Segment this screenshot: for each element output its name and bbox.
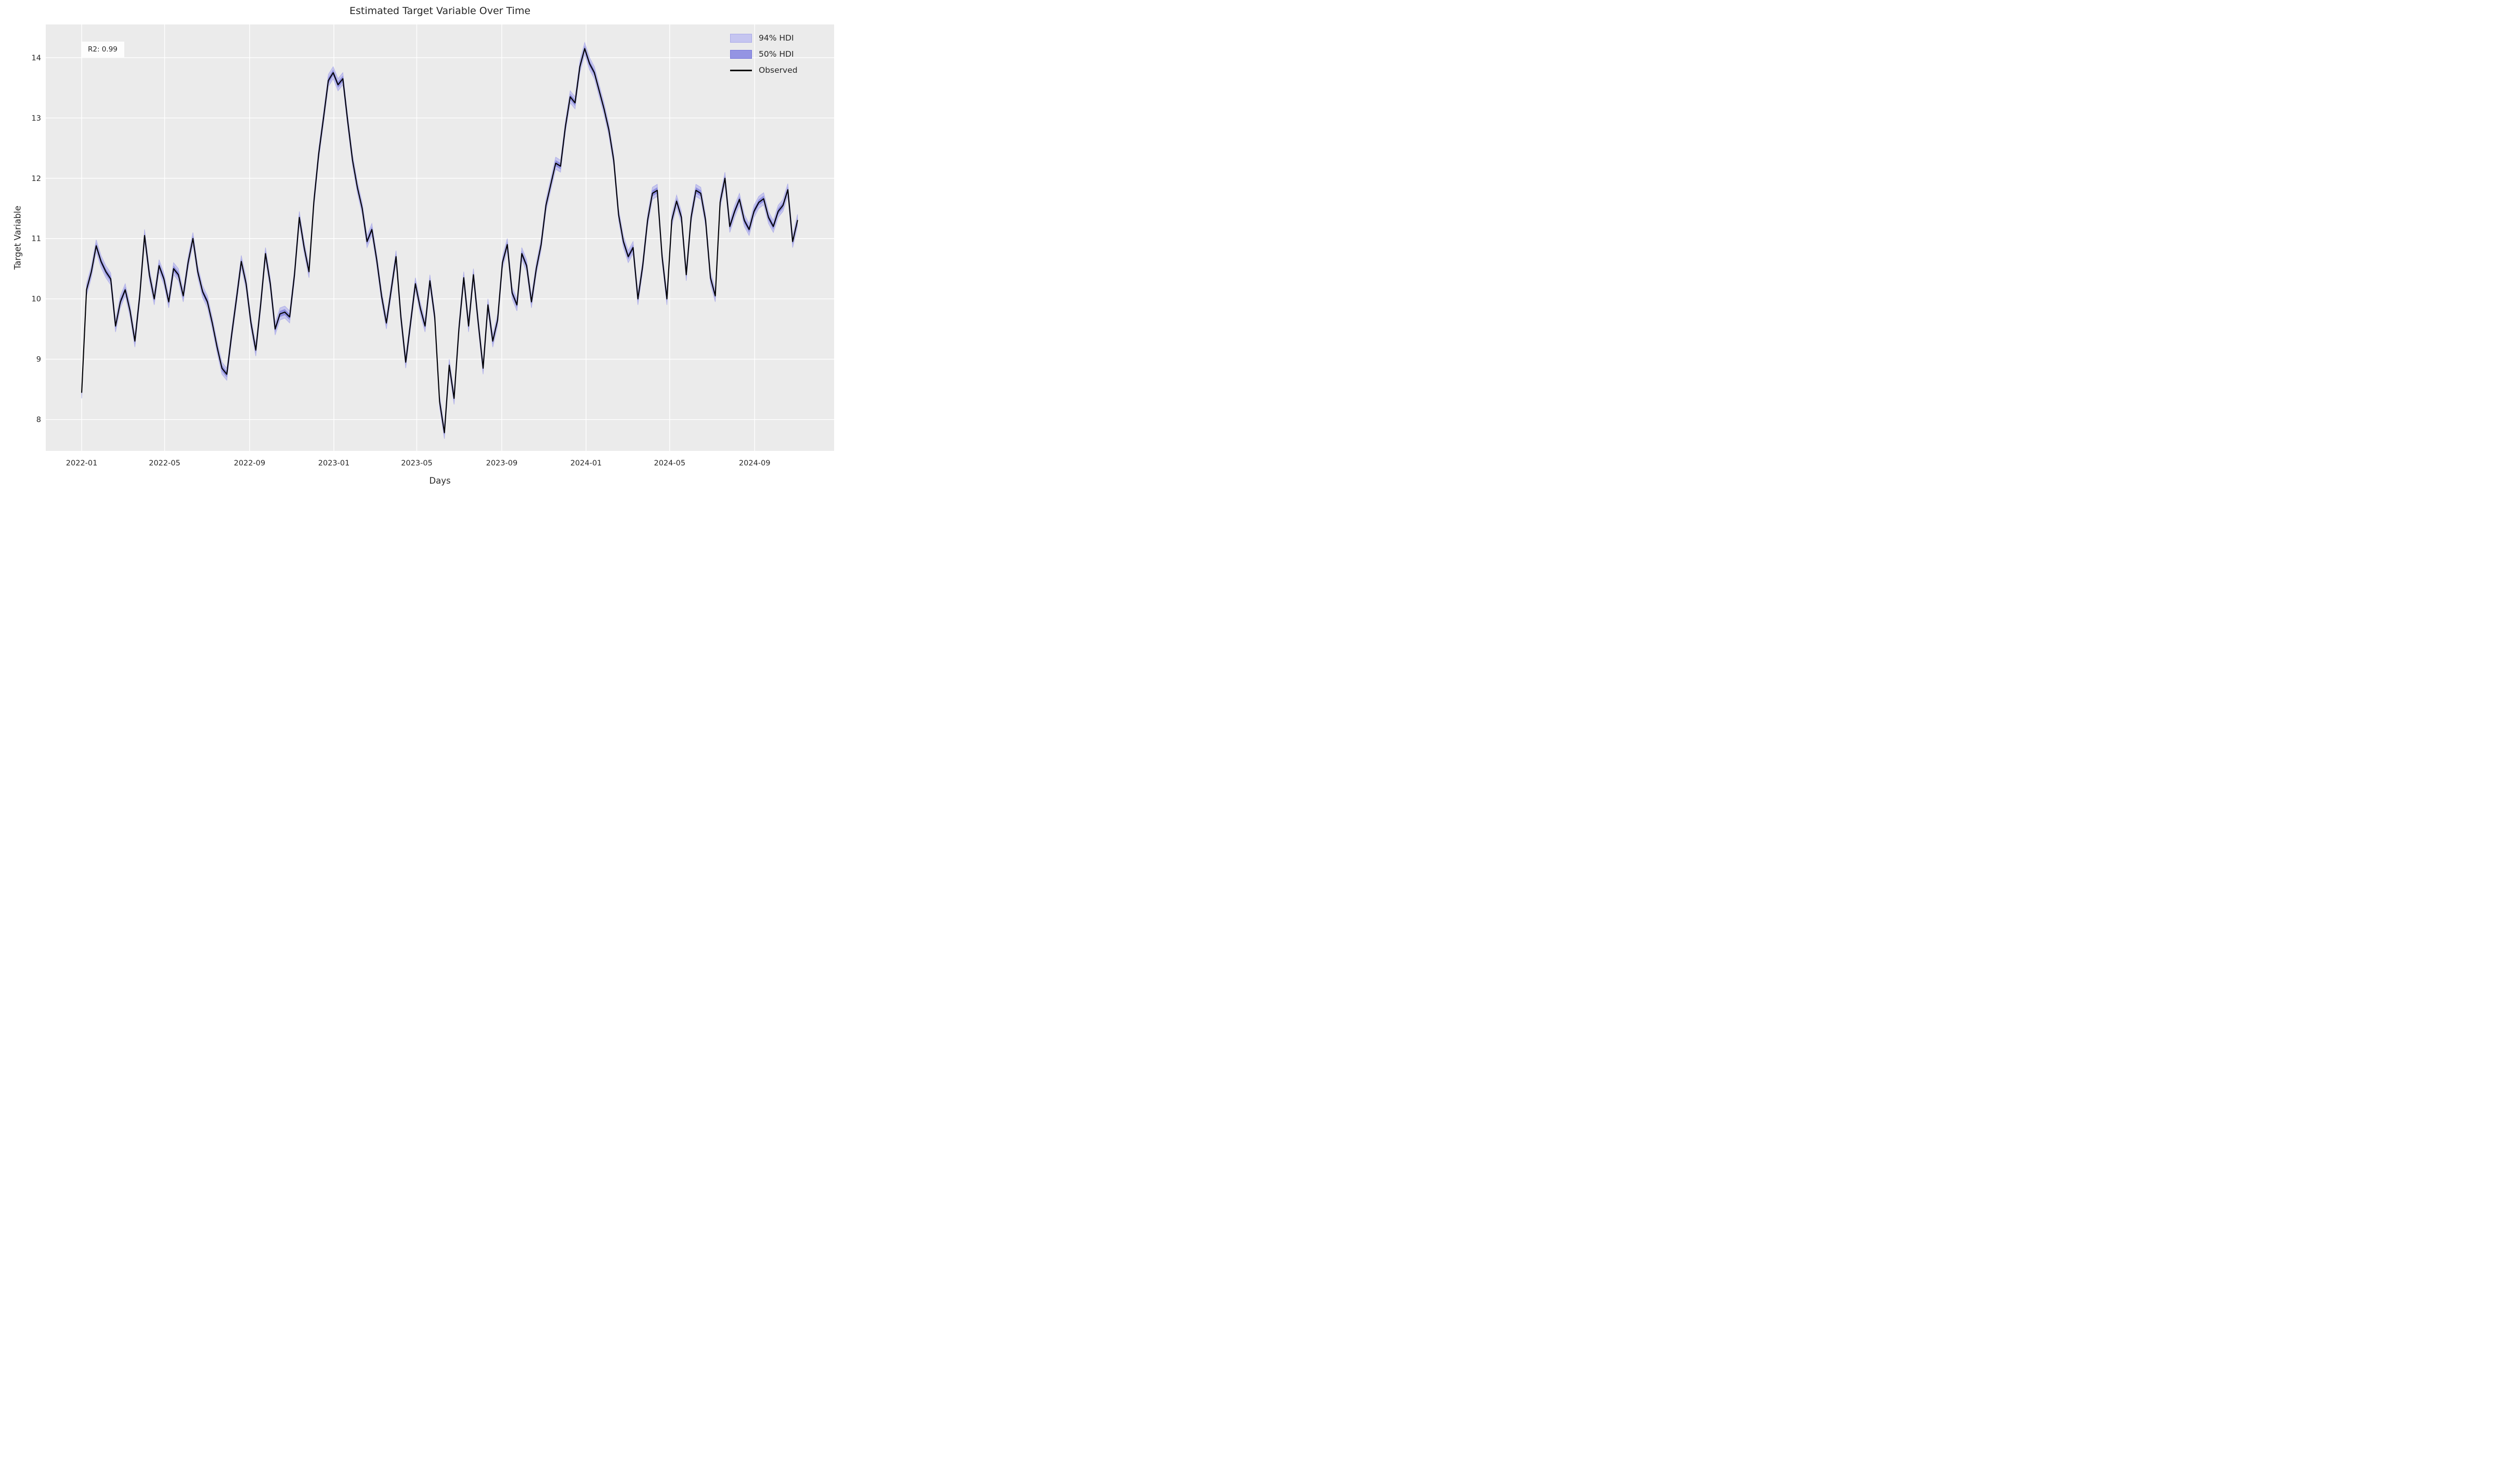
x-tick-label: 2022-05 [149, 459, 180, 468]
hdi-94-band [81, 42, 798, 439]
y-tick-label: 11 [32, 235, 41, 243]
x-tick-label: 2022-01 [66, 459, 98, 468]
y-tick-label: 9 [36, 356, 41, 364]
hdi94-swatch-icon [730, 33, 752, 43]
legend-item-observed: Observed [730, 64, 828, 76]
x-tick-label: 2024-01 [570, 459, 602, 468]
legend-item-94-hdi: 94% HDI [730, 32, 828, 44]
x-tick-labels: 2022-01 2022-05 2022-09 2023-01 2023-05 2023-… [66, 459, 771, 468]
y-tick-label: 14 [32, 54, 41, 62]
hdi-bands [81, 42, 798, 439]
chart-title: Estimated Target Variable Over Time [349, 5, 531, 17]
observed-line-icon [730, 69, 752, 71]
observed-line [81, 48, 798, 434]
observed-line-group [81, 48, 798, 434]
hdi50-swatch-icon [730, 49, 752, 59]
plot-area: 8 9 10 11 12 13 14 2022-01 2022-05 2022-09 2023-0… [32, 24, 834, 468]
x-tick-label: 2023-09 [486, 459, 518, 468]
y-tick-label: 12 [32, 175, 41, 183]
x-axis-label: Days [429, 476, 451, 486]
r2-annotation: R2: 0.99 [81, 42, 124, 57]
gridlines [46, 24, 834, 451]
y-tick-label: 13 [32, 114, 41, 123]
x-tick-label: 2024-09 [739, 459, 771, 468]
y-tick-label: 10 [32, 295, 41, 304]
plot-background [46, 24, 834, 451]
figure: Estimated Target Variable Over Time 8 9 10… [0, 0, 840, 494]
legend-label: Observed [759, 66, 798, 75]
x-tick-label: 2022-09 [234, 459, 266, 468]
legend-label: 94% HDI [759, 33, 794, 43]
y-tick-label: 8 [36, 416, 41, 424]
y-tick-labels: 8 9 10 11 12 13 14 [32, 54, 41, 424]
legend-label: 50% HDI [759, 49, 794, 59]
legend-item-50-hdi: 50% HDI [730, 48, 828, 60]
x-tick-label: 2023-01 [318, 459, 350, 468]
legend: 94% HDI 50% HDI Observed [730, 32, 828, 76]
x-tick-label: 2024-05 [654, 459, 685, 468]
y-axis-label: Target Variable [12, 205, 23, 270]
x-tick-label: 2023-05 [401, 459, 433, 468]
